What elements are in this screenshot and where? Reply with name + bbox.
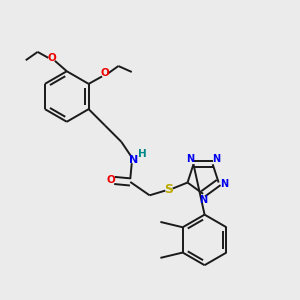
Text: N: N — [220, 179, 229, 190]
Text: N: N — [129, 155, 138, 165]
Text: H: H — [138, 149, 147, 159]
Text: O: O — [47, 53, 56, 63]
Text: S: S — [164, 183, 173, 196]
Text: N: N — [186, 154, 194, 164]
Text: N: N — [212, 154, 220, 164]
Text: N: N — [199, 195, 207, 205]
Text: O: O — [100, 68, 109, 79]
Text: O: O — [106, 176, 115, 185]
